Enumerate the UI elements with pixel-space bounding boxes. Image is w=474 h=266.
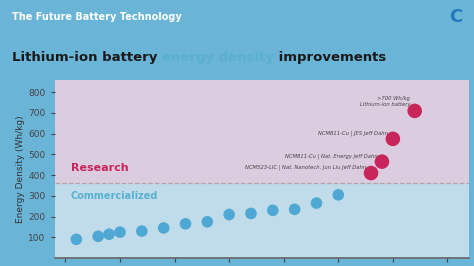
Point — [411, 109, 419, 113]
Point — [269, 208, 277, 213]
Point — [247, 211, 255, 215]
Bar — [55, 80, 469, 184]
Point — [138, 229, 146, 233]
Point — [335, 193, 342, 197]
Point — [291, 207, 299, 211]
Point — [105, 232, 113, 236]
Y-axis label: Energy Density (Wh/kg): Energy Density (Wh/kg) — [17, 115, 26, 223]
Point — [116, 230, 124, 234]
Point — [225, 212, 233, 217]
Text: Research: Research — [71, 163, 128, 173]
Point — [160, 226, 167, 230]
Text: NCM523-LIC | Nat. Nanotech. Jun Liu Jeff Dahn: NCM523-LIC | Nat. Nanotech. Jun Liu Jeff… — [246, 164, 367, 170]
Text: NCM811-Cu | Nat. Energy Jeff Dahn: NCM811-Cu | Nat. Energy Jeff Dahn — [285, 153, 378, 159]
Point — [378, 160, 386, 164]
Point — [389, 137, 397, 141]
Text: Lithium-ion battery: Lithium-ion battery — [12, 51, 162, 64]
Text: >700 Wh/kg
Lithium-ion battery: >700 Wh/kg Lithium-ion battery — [360, 96, 410, 107]
Point — [73, 237, 80, 242]
Point — [182, 222, 189, 226]
Text: C: C — [449, 8, 462, 26]
Point — [203, 220, 211, 224]
Text: energy density: energy density — [162, 51, 274, 64]
Point — [94, 234, 102, 238]
Text: The Future Battery Technology: The Future Battery Technology — [12, 12, 182, 22]
Point — [367, 171, 375, 175]
Text: Commercialized: Commercialized — [71, 191, 158, 201]
Point — [313, 201, 320, 205]
Text: NCM811-Cu | JES Jeff Dahn: NCM811-Cu | JES Jeff Dahn — [319, 130, 389, 136]
Text: improvements: improvements — [274, 51, 386, 64]
